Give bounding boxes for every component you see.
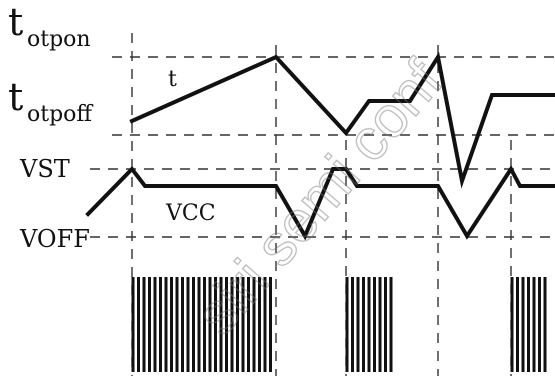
label-totpoff-sub: otpoff xyxy=(27,102,93,127)
label-vcc: VCC xyxy=(165,201,216,226)
label-totpon-sub: otpon xyxy=(27,27,91,52)
label-voff: VOFF xyxy=(19,225,90,253)
pulse-burst-2 xyxy=(345,277,393,372)
label-totpoff-main: t xyxy=(8,75,23,119)
temperature-waveform xyxy=(129,51,555,189)
pulse-burst-1 xyxy=(131,277,272,372)
label-vst: VST xyxy=(19,155,70,183)
vcc-waveform xyxy=(85,165,555,241)
label-totpon-main: t xyxy=(8,0,23,44)
label-t: t xyxy=(168,67,177,92)
pulse-burst-3 xyxy=(510,277,547,372)
